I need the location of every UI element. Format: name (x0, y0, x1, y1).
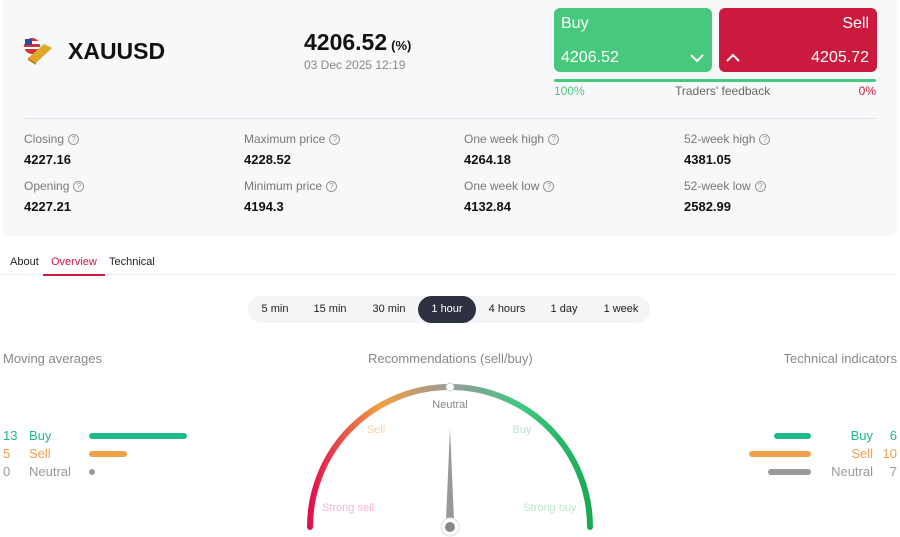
gauge-label-strong-sell: Strong sell (322, 502, 374, 514)
ti-count-neutral: 7 (889, 464, 897, 479)
ma-label-sell: Sell (29, 446, 51, 461)
ma-count-buy: 13 (3, 428, 18, 443)
stat-label: Maximum price? (244, 132, 341, 146)
stat-value: 4227.21 (24, 199, 71, 214)
timeframe-30-min[interactable]: 30 min (372, 303, 406, 315)
stat-label-text: 52-week high (684, 132, 756, 146)
stat-one-week-high: One week high? 4264.18 (464, 132, 560, 167)
gauge-label-strong-buy: Strong buy (523, 502, 577, 514)
feedback-sell-pct: 0% (858, 84, 876, 98)
ma-label-buy: Buy (29, 428, 52, 443)
timeframe-1-hour[interactable]: 1 hour (418, 296, 476, 323)
recommendations-title: Recommendations (sell/buy) (368, 351, 533, 366)
stat-label: One week low? (464, 179, 555, 193)
price-datetime: 03 Dec 2025 12:19 (304, 58, 406, 72)
tab-about[interactable]: About (10, 256, 39, 268)
divider (24, 118, 876, 119)
timeframe-1-day[interactable]: 1 day (550, 303, 578, 315)
tab-technical[interactable]: Technical (109, 256, 155, 268)
chevron-up-icon (726, 53, 740, 62)
stat-52-week-high: 52-week high? 4381.05 (684, 132, 771, 167)
stat-label-text: One week high (464, 132, 545, 146)
ti-label-buy: Buy (850, 428, 873, 443)
sell-price: 4205.72 (811, 49, 869, 66)
help-icon[interactable]: ? (73, 181, 85, 193)
buy-button[interactable]: Buy 4206.52 (554, 8, 712, 72)
help-icon[interactable]: ? (754, 181, 766, 193)
ti-label-neutral: Neutral (831, 464, 873, 479)
gauge-needle (446, 428, 454, 520)
ma-count-neutral: 0 (3, 464, 11, 479)
timeframe-4-hours[interactable]: 4 hours (488, 303, 526, 315)
stat-label-text: Opening (24, 179, 70, 193)
stat-label-text: 52-week low (684, 179, 751, 193)
ti-count-sell: 10 (882, 446, 897, 461)
stat-label: 52-week low? (684, 179, 766, 193)
stat-value: 4381.05 (684, 152, 731, 167)
timeframe-15-min[interactable]: 15 min (313, 303, 347, 315)
ma-count-sell: 5 (3, 446, 11, 461)
stat-value: 4194.3 (244, 199, 284, 214)
ti-bar-buy (773, 433, 811, 439)
ti-bar-neutral (767, 469, 811, 475)
feedback-label: Traders' feedback (675, 84, 771, 98)
sell-button[interactable]: Sell 4205.72 (719, 8, 877, 72)
stat-opening: Opening? 4227.21 (24, 179, 85, 214)
current-price: 4206.52 (%) (304, 29, 412, 55)
gold-bar-us-flag-icon (24, 38, 52, 65)
stat-value: 2582.99 (684, 199, 731, 214)
stat-label: 52-week high? (684, 132, 771, 146)
ma-bar-buy (89, 433, 187, 439)
help-icon[interactable]: ? (759, 134, 771, 146)
stat-52-week-low: 52-week low? 2582.99 (684, 179, 766, 214)
gauge-label-neutral: Neutral (432, 399, 467, 411)
stat-label-text: Closing (24, 132, 65, 146)
stat-label-text: One week low (464, 179, 540, 193)
stat-minimum-price: Minimum price? 4194.3 (244, 179, 338, 214)
help-icon[interactable]: ? (68, 134, 80, 146)
stat-value: 4228.52 (244, 152, 291, 167)
stat-value: 4132.84 (464, 199, 511, 214)
recommendation-gauge: Neutral Sell Buy Strong sell Strong buy (307, 382, 593, 537)
buy-price: 4206.52 (561, 49, 619, 66)
instrument-symbol: XAUUSD (68, 38, 166, 64)
stat-label: One week high? (464, 132, 560, 146)
technical-indicators-title: Technical indicators (783, 351, 897, 366)
stat-label-text: Maximum price (244, 132, 326, 146)
ma-bar-neutral (89, 469, 95, 475)
sell-label: Sell (842, 15, 869, 32)
help-icon[interactable]: ? (548, 134, 560, 146)
moving-averages-title: Moving averages (3, 351, 102, 366)
traders-feedback-bar (554, 79, 876, 82)
tab-bar: About Overview Technical (0, 252, 897, 276)
ti-label-sell: Sell (851, 446, 873, 461)
ti-bar-sell (749, 451, 811, 457)
ti-count-buy: 6 (889, 428, 897, 443)
gauge-label-sell: Sell (367, 424, 385, 436)
ma-bar-sell (89, 451, 127, 457)
stat-label: Opening? (24, 179, 85, 193)
feedback-buy-pct: 100% (554, 84, 585, 98)
tab-overview[interactable]: Overview (43, 256, 105, 276)
stat-label-text: Minimum price (244, 179, 323, 193)
help-icon[interactable]: ? (326, 181, 338, 193)
ma-label-neutral: Neutral (29, 464, 71, 479)
stat-closing: Closing? 4227.16 (24, 132, 80, 167)
stat-value: 4264.18 (464, 152, 511, 167)
stat-label: Closing? (24, 132, 80, 146)
stat-label: Minimum price? (244, 179, 338, 193)
gauge-neutral-marker (445, 382, 455, 392)
chevron-down-icon (690, 54, 704, 63)
help-icon[interactable]: ? (329, 134, 341, 146)
buy-label: Buy (561, 15, 589, 32)
stat-maximum-price: Maximum price? 4228.52 (244, 132, 341, 167)
stat-value: 4227.16 (24, 152, 71, 167)
gauge-label-buy: Buy (513, 424, 532, 436)
timeframe-1-week[interactable]: 1 week (603, 303, 639, 315)
timeframe-5-min[interactable]: 5 min (261, 303, 289, 315)
help-icon[interactable]: ? (543, 181, 555, 193)
stat-one-week-low: One week low? 4132.84 (464, 179, 555, 214)
timeframe-selector: 5 min 15 min 30 min 1 hour 4 hours 1 day 1 wee… (248, 296, 650, 323)
